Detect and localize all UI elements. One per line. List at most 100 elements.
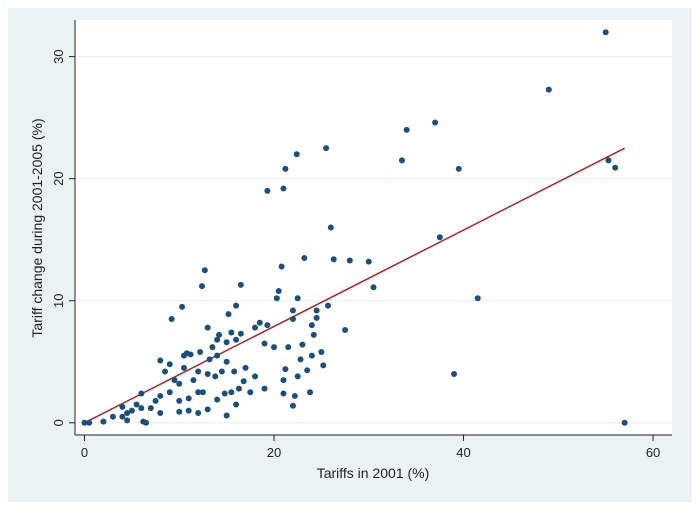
data-point: [100, 418, 107, 425]
data-point: [605, 157, 612, 164]
data-point: [261, 340, 268, 347]
data-point: [318, 349, 325, 355]
data-point: [282, 366, 289, 373]
data-point: [308, 352, 315, 359]
data-point: [212, 373, 219, 380]
data-point: [398, 157, 405, 164]
data-point: [124, 410, 131, 417]
data-point: [218, 368, 225, 375]
data-point: [223, 358, 230, 365]
data-point: [275, 287, 282, 294]
data-point: [323, 145, 330, 152]
data-point: [201, 267, 208, 274]
data-point: [216, 331, 223, 338]
data-point: [621, 419, 628, 426]
data-point: [209, 344, 216, 351]
data-point: [612, 164, 619, 171]
data-point: [195, 410, 202, 417]
data-point: [313, 314, 320, 321]
data-point: [214, 336, 221, 343]
data-point: [294, 373, 301, 380]
y-tick-label: 30: [51, 49, 66, 63]
x-tick-label: 60: [646, 445, 660, 460]
data-point: [474, 295, 481, 302]
y-axis-title: Tariff change during 2001-2005 (%): [29, 118, 45, 337]
data-point: [325, 302, 332, 309]
data-point: [297, 356, 304, 363]
data-point: [157, 410, 164, 417]
data-point: [299, 341, 306, 348]
data-point: [214, 352, 221, 359]
data-point: [86, 419, 93, 426]
data-point: [436, 234, 443, 241]
data-point: [310, 331, 317, 338]
data-point: [285, 344, 292, 351]
data-point: [289, 402, 296, 409]
data-point: [602, 29, 609, 36]
data-point: [180, 364, 187, 371]
data-point: [138, 390, 145, 397]
data-point: [214, 396, 221, 403]
data-point: [152, 397, 159, 404]
data-point: [124, 417, 131, 424]
data-point: [280, 185, 287, 192]
data-point: [327, 224, 334, 231]
data-point: [195, 389, 202, 396]
data-point: [403, 126, 410, 133]
data-point: [128, 407, 135, 414]
data-point: [261, 385, 268, 392]
fitted-line: [84, 147, 625, 424]
data-point: [455, 165, 462, 172]
data-point: [199, 389, 206, 396]
data-point: [365, 258, 372, 265]
data-point: [190, 377, 197, 384]
data-point: [289, 307, 296, 314]
data-point: [185, 395, 192, 402]
x-tick-label: 20: [267, 445, 281, 460]
data-point: [166, 389, 173, 396]
data-point: [545, 86, 552, 93]
data-point: [138, 405, 145, 412]
data-point: [157, 357, 164, 364]
data-point: [237, 281, 244, 288]
data-point: [119, 403, 126, 410]
data-point: [206, 356, 213, 363]
data-point: [168, 316, 175, 323]
data-point: [293, 151, 300, 158]
data-point: [242, 364, 249, 371]
data-point: [291, 392, 298, 399]
data-point: [307, 389, 314, 396]
data-point: [171, 377, 178, 384]
data-point: [198, 283, 205, 290]
data-point: [204, 370, 211, 377]
data-point: [204, 324, 211, 331]
data-point: [240, 378, 247, 385]
y-tick-label: 10: [51, 294, 66, 308]
data-point: [157, 392, 164, 399]
data-point: [143, 419, 150, 426]
data-point: [264, 187, 271, 194]
data-point: [231, 368, 238, 375]
data-point: [252, 373, 259, 380]
data-point: [119, 413, 126, 420]
data-point: [176, 408, 183, 415]
plot-area: [75, 20, 672, 435]
data-point: [187, 351, 194, 358]
data-point: [282, 165, 289, 172]
data-point: [81, 419, 88, 426]
data-point: [256, 319, 263, 326]
y-tick-label: 20: [51, 171, 66, 185]
data-point: [235, 385, 242, 392]
data-point: [133, 401, 140, 408]
data-point: [225, 311, 232, 318]
data-point: [195, 368, 202, 375]
data-point: [308, 322, 315, 329]
data-point: [221, 390, 228, 397]
data-point: [197, 349, 204, 355]
data-point: [273, 295, 280, 302]
data-point: [289, 316, 296, 323]
data-point: [228, 389, 235, 396]
x-axis-title: Tariffs in 2001 (%): [317, 465, 430, 481]
data-point: [330, 256, 337, 263]
